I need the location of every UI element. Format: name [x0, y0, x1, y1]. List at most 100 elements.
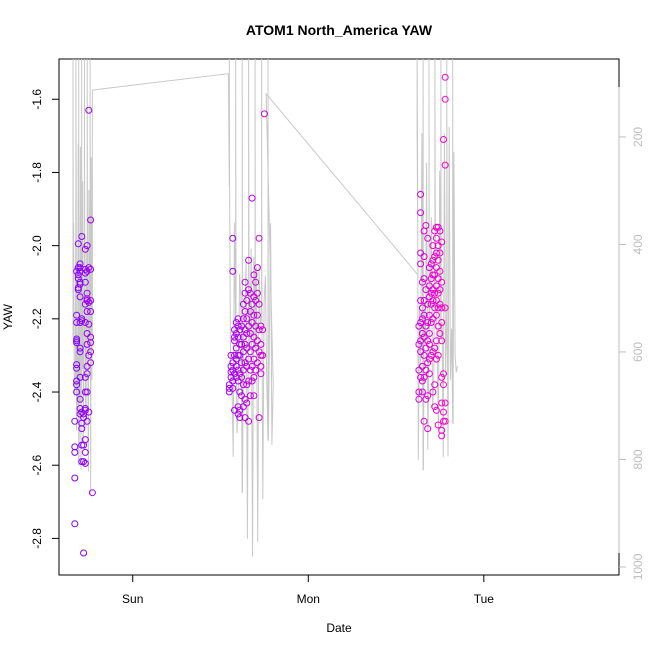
data-point	[424, 359, 432, 367]
data-point	[422, 286, 430, 294]
data-point	[87, 297, 95, 304]
data-point	[441, 73, 449, 81]
data-point	[76, 373, 84, 381]
data-point	[80, 414, 88, 422]
data-point	[432, 406, 440, 414]
data-point	[434, 275, 442, 283]
data-point	[225, 381, 233, 389]
data-point	[434, 351, 442, 359]
data-point	[73, 337, 81, 345]
data-point	[234, 377, 242, 385]
data-point	[424, 425, 432, 433]
data-point	[253, 359, 261, 367]
data-point	[432, 337, 440, 345]
data-point	[246, 330, 254, 337]
data-point	[76, 410, 84, 418]
data-point	[248, 319, 256, 326]
data-point	[74, 271, 82, 279]
data-point	[255, 326, 263, 334]
data-point	[236, 370, 244, 378]
data-point	[253, 311, 261, 319]
y-tick-label-5: -1.8	[30, 162, 44, 183]
data-point	[429, 297, 437, 304]
data-point	[252, 344, 260, 352]
data-point	[246, 366, 254, 374]
data-point	[438, 238, 446, 246]
data-point	[246, 392, 254, 400]
x-axis-label: Date	[326, 621, 352, 635]
data-point	[238, 359, 246, 367]
data-point	[431, 381, 439, 389]
data-point	[255, 414, 263, 422]
data-point	[78, 233, 86, 240]
data-point	[417, 373, 425, 381]
data-point	[441, 161, 449, 169]
data-point	[253, 337, 261, 345]
data-point	[239, 300, 247, 308]
data-point	[245, 322, 253, 330]
data-point	[250, 392, 258, 400]
data-point	[440, 381, 447, 389]
data-point	[427, 260, 435, 268]
data-point	[231, 370, 238, 378]
data-point	[246, 308, 254, 315]
data-point	[250, 333, 258, 341]
y2-tick-label-2: 600	[631, 342, 645, 362]
data-point	[238, 392, 246, 400]
data-point	[417, 249, 425, 257]
chart-title: ATOM1 North_America YAW	[246, 22, 433, 38]
data-point	[236, 414, 244, 422]
data-point	[418, 315, 426, 323]
data-point	[73, 381, 81, 389]
data-point	[85, 106, 93, 114]
data-point	[417, 190, 425, 198]
data-point	[425, 355, 433, 363]
data-point	[76, 260, 84, 268]
data-point	[418, 388, 426, 396]
data-point	[429, 348, 437, 356]
data-point	[438, 337, 446, 345]
plot-frame	[58, 58, 620, 576]
data-point	[225, 384, 233, 392]
data-point	[232, 319, 240, 326]
data-point	[253, 264, 261, 272]
data-point	[420, 253, 428, 261]
data-point	[418, 304, 426, 312]
data-point	[250, 293, 258, 301]
data-point	[71, 474, 79, 482]
data-point	[87, 216, 95, 224]
series-line-path	[72, 58, 458, 557]
data-point	[257, 322, 265, 330]
data-point	[438, 304, 446, 312]
data-point	[83, 308, 91, 315]
data-point	[76, 293, 84, 301]
data-point	[250, 311, 258, 319]
data-point	[432, 311, 440, 319]
data-point	[239, 333, 247, 341]
data-point	[420, 297, 428, 304]
data-point	[236, 388, 244, 396]
data-point	[243, 330, 251, 337]
data-point	[73, 267, 81, 275]
data-point	[431, 403, 439, 411]
series-line	[72, 58, 458, 557]
x-ticks: Sun Mon Tue	[122, 575, 494, 606]
data-point	[250, 355, 258, 363]
data-point	[243, 344, 251, 352]
data-point	[245, 355, 253, 363]
data-point	[253, 289, 261, 297]
data-point	[73, 377, 81, 385]
data-point	[432, 234, 440, 242]
data-point	[234, 410, 242, 418]
data-point	[420, 333, 428, 341]
data-point	[252, 366, 260, 374]
data-point	[436, 227, 444, 235]
data-point	[74, 240, 82, 248]
data-point	[232, 330, 240, 337]
data-point	[85, 264, 93, 272]
data-point	[241, 308, 249, 315]
y-tick-label-3: -2.2	[30, 308, 44, 329]
data-point	[239, 381, 247, 389]
data-point	[83, 388, 91, 396]
y2-tick-label-0: 200	[631, 127, 645, 147]
